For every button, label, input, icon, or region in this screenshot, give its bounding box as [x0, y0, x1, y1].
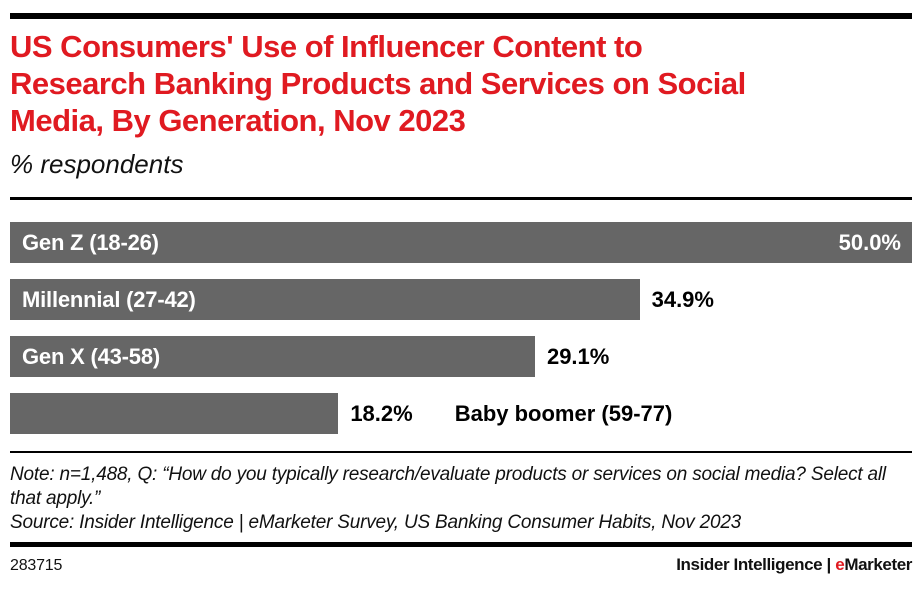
- header-divider-rule: [10, 197, 912, 200]
- bar-value-gen-x: 29.1%: [546, 343, 610, 369]
- chart-title-line-2: Research Banking Products and Services o…: [10, 66, 746, 101]
- brand-separator: |: [822, 555, 836, 574]
- brand-lockup: Insider Intelligence | eMarketer: [676, 555, 912, 575]
- bar-label-gen-z: Gen Z (18-26): [22, 229, 159, 255]
- bar-value-millennial: 34.9%: [651, 286, 714, 312]
- brand-emarketer-rest: Marketer: [844, 555, 912, 574]
- footnote-divider-rule: [10, 451, 912, 453]
- bar-value-gen-z: 50.0%: [838, 229, 901, 255]
- footer: 283715 Insider Intelligence | eMarketer: [10, 555, 912, 575]
- brand-insider-intelligence: Insider Intelligence: [676, 555, 823, 574]
- footnote-note: Note: n=1,488, Q: “How do you typically …: [10, 464, 886, 509]
- bar-row-gen-z: Gen Z (18-26) 50.0%: [10, 222, 912, 263]
- bar-millennial: Millennial (27-42): [10, 279, 640, 320]
- top-rule: [10, 13, 912, 19]
- bar-label-baby-boomer: Baby boomer (59-77): [454, 400, 673, 426]
- bar-label-gen-x: Gen X (43-58): [22, 343, 161, 369]
- brand-emarketer-e: e: [835, 555, 845, 574]
- footnote-block: Note: n=1,488, Q: “How do you typically …: [10, 463, 912, 535]
- chart-subtitle-unit: % respondents: [10, 149, 184, 179]
- bar-row-millennial: Millennial (27-42) 34.9%: [10, 279, 912, 320]
- bar-value-baby-boomer: 18.2%: [350, 400, 413, 426]
- chart-title: US Consumers' Use of Influencer Content …: [10, 28, 912, 139]
- bar-gen-z: Gen Z (18-26) 50.0%: [10, 222, 912, 263]
- chart-title-line-3: Media, By Generation, Nov 2023: [10, 103, 466, 138]
- bar-row-gen-x: Gen X (43-58) 29.1%: [10, 336, 912, 377]
- bar-gen-x: Gen X (43-58): [10, 336, 535, 377]
- footnote-source: Source: Insider Intelligence | eMarketer…: [10, 512, 742, 533]
- bar-baby-boomer: [10, 393, 339, 434]
- bar-label-millennial: Millennial (27-42): [22, 286, 196, 312]
- chart-page: US Consumers' Use of Influencer Content …: [0, 13, 922, 599]
- chart-title-line-1: US Consumers' Use of Influencer Content …: [10, 29, 643, 64]
- bar-chart: Gen Z (18-26) 50.0% Millennial (27-42) 3…: [10, 222, 912, 434]
- chart-id: 283715: [10, 557, 63, 574]
- bar-row-baby-boomer: 18.2% Baby boomer (59-77): [10, 393, 912, 434]
- footer-divider-rule: [10, 542, 912, 547]
